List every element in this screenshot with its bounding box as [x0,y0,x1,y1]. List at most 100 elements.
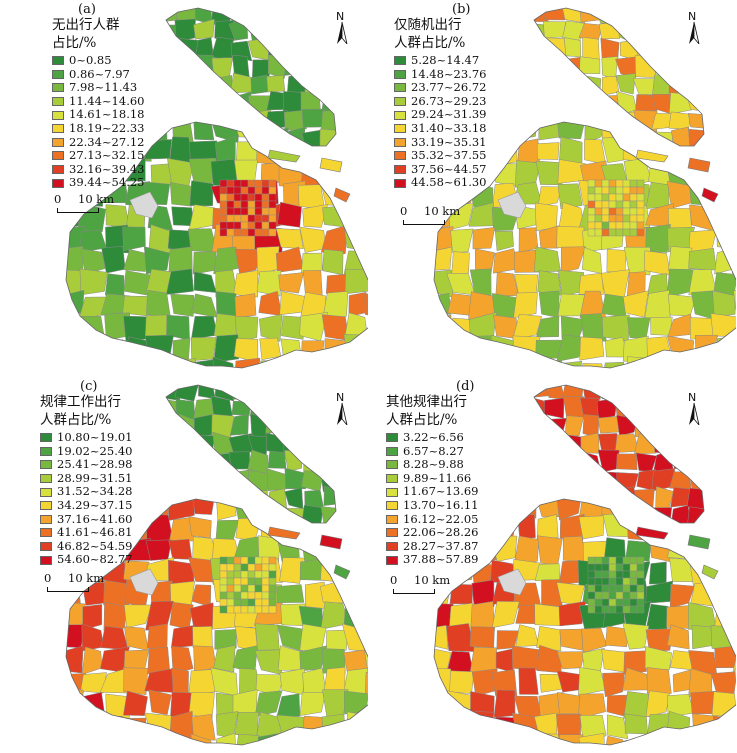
district-polygon [283,109,308,131]
district-polygon [667,293,697,317]
mainland-outline [433,121,736,369]
district-polygon [594,570,603,579]
district-polygon [247,577,256,586]
legend-swatch [52,137,64,147]
district-polygon [562,535,587,563]
district-polygon [66,624,86,649]
district-polygon [254,649,282,675]
legend-swatch [40,487,52,497]
district-polygon [320,433,336,451]
district-polygon [121,360,151,368]
district-polygon [615,56,638,78]
district-polygon [622,605,631,614]
district-polygon [645,224,671,253]
district-polygon [560,468,581,490]
district-polygon [261,179,270,188]
legend-a: 无出行人群 占比/% 0~0.85 0.86~7.97 7.98~11.43 11.4… [52,18,144,190]
district-polygon [247,207,256,216]
district-polygon [268,591,277,600]
district-polygon [166,73,180,94]
district-polygon [297,184,325,210]
district-polygon [629,570,638,579]
district-polygon [261,598,270,607]
district-polygon [622,214,631,223]
district-polygon [651,19,675,43]
district-polygon [629,193,638,202]
district-polygon [344,268,368,295]
legend-row: 35.32~37.55 [394,149,486,163]
legend-swatch [394,83,406,93]
choropleth-map-b [433,7,736,369]
district-polygon [494,230,514,252]
district-polygon [146,356,167,368]
district-polygon [622,200,631,209]
district-polygon [323,485,336,506]
district-polygon [636,605,645,614]
district-polygon [734,580,736,604]
district-polygon [601,563,610,572]
panel-label-b: (b) [452,2,471,17]
legend-range-label: 35.32~37.55 [411,148,487,163]
district-polygon [534,454,545,474]
district-polygon [579,471,603,491]
district-polygon [629,207,638,216]
district-polygon [268,193,277,202]
district-polygon [608,605,617,614]
district-polygon [594,584,603,593]
islet [267,149,301,163]
legend-range-label: 6.57~8.27 [403,443,464,458]
district-polygon [190,337,217,361]
district-polygon [254,207,263,216]
legend-title-line2: 人群占比/% [394,35,466,51]
district-polygon [450,228,474,253]
district-polygon [624,713,648,735]
district-polygon [733,499,736,521]
district-polygon [266,90,286,111]
district-polygon [123,604,153,629]
district-polygon [343,334,368,361]
district-polygon [655,396,675,418]
district-polygon [174,18,196,42]
district-polygon [226,591,235,600]
district-polygon [226,598,235,607]
legend-row: 14.61~18.18 [52,108,144,122]
district-polygon [732,645,736,673]
legend-c: 规律工作出行 人群占比/% 10.80~19.01 19.02~25.40 25.4… [40,395,132,567]
district-polygon [536,514,559,540]
district-polygon [448,733,475,745]
legend-range-label: 3.22~6.56 [403,430,464,444]
district-polygon [594,228,603,237]
district-polygon [231,400,251,416]
legend-swatch [52,56,64,66]
district-polygon [233,536,260,561]
district-polygon [536,142,560,160]
district-polygon [629,577,638,586]
district-polygon [233,598,242,607]
district-polygon [587,598,596,607]
scale-bar-line [47,587,89,592]
district-polygon [226,179,235,188]
legend-swatch [386,555,398,565]
district-polygon [169,601,194,630]
legend-range-label: 19.02~25.40 [57,443,133,458]
district-polygon [364,671,368,698]
islet [319,534,343,550]
legend-row: 0.86~7.97 [52,67,144,82]
district-polygon [123,249,148,272]
district-polygon [233,563,242,572]
legend-range-label: 27.13~32.15 [69,148,145,163]
district-polygon [616,504,635,523]
district-polygon [534,111,549,128]
district-polygon [298,733,327,745]
district-polygon [301,56,320,75]
district-polygon [81,646,103,675]
district-polygon [235,316,259,343]
district-polygon [543,21,567,39]
legend-range-label: 31.52~34.28 [57,484,133,499]
district-polygon [622,591,631,600]
district-polygon [189,180,214,207]
district-polygon [66,335,86,363]
district-polygon [170,624,195,649]
district-polygon [276,733,302,745]
islet [687,157,711,173]
